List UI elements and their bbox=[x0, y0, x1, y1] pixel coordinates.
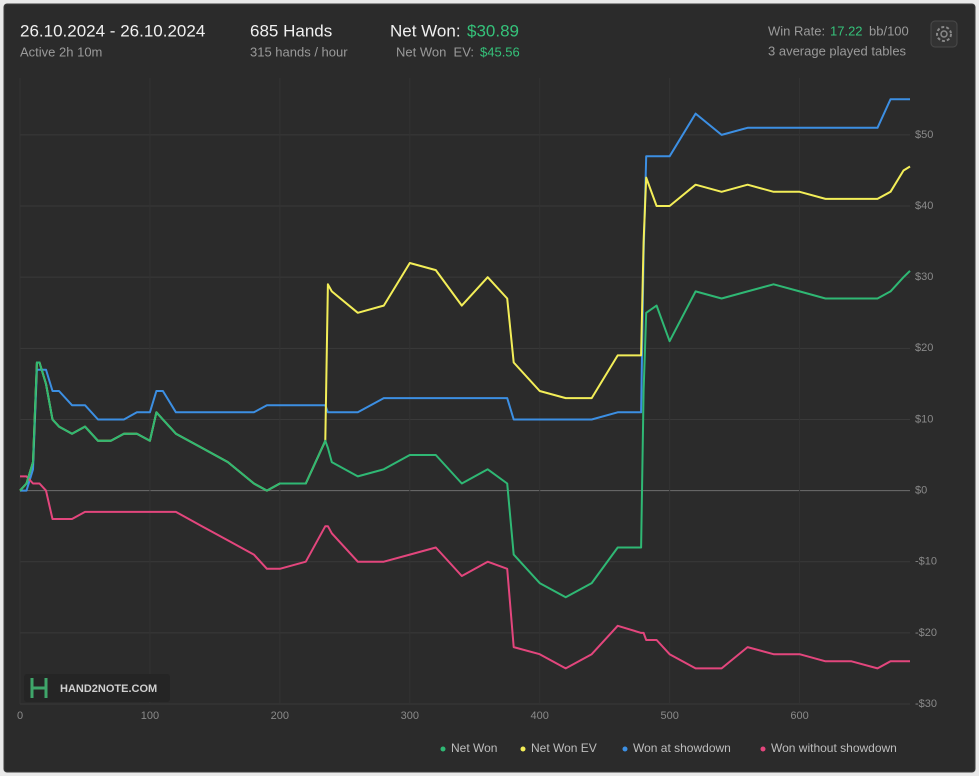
x-tick-label: 400 bbox=[531, 710, 549, 722]
series-line bbox=[20, 475, 910, 670]
series-line bbox=[20, 98, 910, 492]
x-tick-label: 600 bbox=[790, 710, 808, 722]
net-won-value: $30.89 bbox=[467, 21, 519, 40]
legend-marker bbox=[760, 746, 766, 752]
series-line bbox=[19, 270, 911, 599]
legend-marker bbox=[622, 746, 628, 752]
y-tick-label: $10 bbox=[915, 413, 933, 425]
active-time: Active 2h 10m bbox=[20, 44, 102, 59]
net-won-label: Net Won: bbox=[390, 21, 461, 40]
settings-button[interactable] bbox=[930, 20, 958, 48]
hands-per-hour: 315 hands / hour bbox=[250, 44, 348, 59]
win-rate-value: 17.22 bbox=[830, 23, 863, 38]
plot-area: -$30 -$20 -$10 $0 $10 $20 $30 $40 $50 0 100 200 300 4… bbox=[17, 78, 937, 722]
legend-marker bbox=[520, 746, 526, 752]
legend-marker bbox=[440, 746, 446, 752]
watermark: HAND2NOTE.COM bbox=[24, 674, 170, 702]
legend-label: Won without showdown bbox=[771, 741, 897, 755]
date-range: 26.10.2024 - 26.10.2024 bbox=[20, 21, 205, 40]
watermark-text: HAND2NOTE.COM bbox=[60, 683, 157, 695]
legend-label: Net Won EV bbox=[531, 741, 597, 755]
y-tick-label: $40 bbox=[915, 200, 933, 212]
tables: 3 average played tables bbox=[768, 43, 907, 58]
win-rate-label: Win Rate: bbox=[768, 23, 825, 38]
x-tick-label: 500 bbox=[660, 710, 678, 722]
x-tick-label: 100 bbox=[141, 710, 159, 722]
x-tick-label: 0 bbox=[17, 710, 23, 722]
y-tick-label: -$10 bbox=[915, 556, 937, 568]
legend-label: Won at showdown bbox=[633, 741, 731, 755]
net-won-ev-label: Net Won EV: bbox=[396, 44, 474, 59]
win-rate-unit: bb/100 bbox=[869, 23, 909, 38]
panel bbox=[3, 3, 976, 773]
x-tick-label: 200 bbox=[271, 710, 289, 722]
x-tick-label: 300 bbox=[401, 710, 419, 722]
hands: 685 Hands bbox=[250, 21, 332, 40]
y-tick-label: $50 bbox=[915, 129, 933, 141]
y-tick-label: -$20 bbox=[915, 627, 937, 639]
legend-label: Net Won bbox=[451, 741, 497, 755]
y-tick-label: $0 bbox=[915, 484, 927, 496]
y-tick-label: $30 bbox=[915, 271, 933, 283]
net-won-ev-value: $45.56 bbox=[480, 44, 520, 59]
y-tick-label: -$30 bbox=[915, 698, 937, 710]
y-tick-label: $20 bbox=[915, 342, 933, 354]
